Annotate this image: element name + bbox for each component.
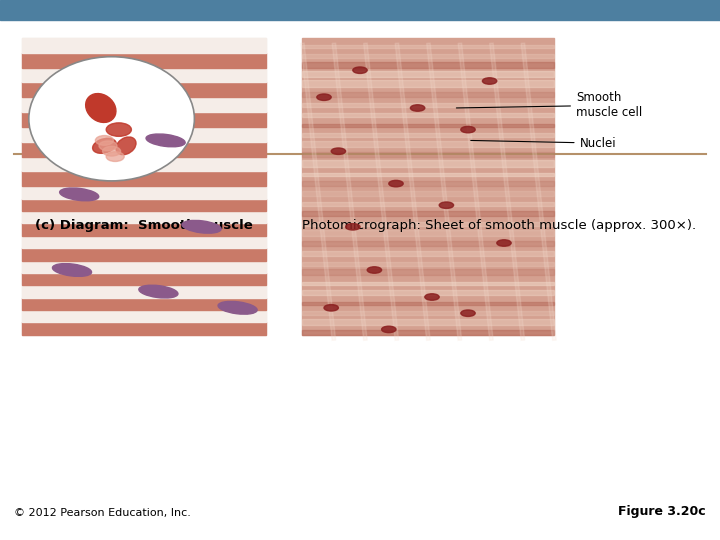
Ellipse shape <box>139 285 178 298</box>
Bar <box>22 322 266 335</box>
Ellipse shape <box>346 224 360 230</box>
Bar <box>302 160 554 166</box>
Ellipse shape <box>53 264 91 276</box>
Bar <box>22 141 266 157</box>
FancyArrow shape <box>301 43 336 340</box>
FancyArrow shape <box>427 43 462 340</box>
Ellipse shape <box>146 134 185 147</box>
FancyArrow shape <box>364 43 399 340</box>
Bar <box>302 45 554 48</box>
Ellipse shape <box>317 94 331 100</box>
Bar <box>302 312 554 315</box>
Bar <box>302 38 554 335</box>
Text: © 2012 Pearson Education, Inc.: © 2012 Pearson Education, Inc. <box>14 508 192 518</box>
Bar <box>302 92 554 97</box>
Ellipse shape <box>425 294 439 300</box>
Bar <box>302 113 554 117</box>
Bar <box>302 133 554 137</box>
Bar <box>302 71 554 77</box>
Ellipse shape <box>95 136 114 145</box>
Bar <box>302 173 554 177</box>
Ellipse shape <box>93 138 116 153</box>
Ellipse shape <box>107 123 132 137</box>
Bar <box>302 231 554 236</box>
Ellipse shape <box>461 310 475 316</box>
Bar <box>302 222 554 226</box>
Ellipse shape <box>86 93 116 123</box>
Bar <box>302 290 554 295</box>
Bar <box>302 62 554 68</box>
Bar <box>302 202 554 206</box>
Ellipse shape <box>367 267 382 273</box>
FancyArrow shape <box>332 43 367 340</box>
Bar <box>22 199 266 211</box>
Text: Nuclei: Nuclei <box>471 137 616 150</box>
Bar <box>22 236 266 248</box>
Bar <box>302 282 554 285</box>
Ellipse shape <box>439 202 454 208</box>
Ellipse shape <box>331 148 346 154</box>
Ellipse shape <box>182 220 221 233</box>
Ellipse shape <box>99 141 117 151</box>
Ellipse shape <box>482 78 497 84</box>
Ellipse shape <box>218 301 257 314</box>
Bar <box>302 319 554 325</box>
FancyArrow shape <box>521 43 556 340</box>
Bar <box>22 248 266 260</box>
Bar <box>302 241 554 246</box>
Text: (c) Diagram:  Smooth muscle: (c) Diagram: Smooth muscle <box>35 219 253 232</box>
Bar <box>302 262 554 266</box>
Bar <box>22 310 266 322</box>
Ellipse shape <box>116 137 136 154</box>
Bar <box>22 112 266 127</box>
Bar <box>22 224 266 236</box>
Bar <box>302 55 554 58</box>
Bar <box>22 157 266 172</box>
Bar <box>302 191 554 196</box>
Bar <box>22 260 266 273</box>
Ellipse shape <box>389 180 403 187</box>
Bar <box>22 172 266 186</box>
Bar <box>22 285 266 298</box>
Bar <box>22 211 266 224</box>
FancyArrow shape <box>395 43 430 340</box>
Bar <box>302 302 554 305</box>
Bar <box>22 186 266 199</box>
Ellipse shape <box>102 146 121 156</box>
Bar <box>302 152 554 157</box>
Bar <box>302 269 554 275</box>
Bar <box>22 68 266 82</box>
Ellipse shape <box>324 305 338 311</box>
Ellipse shape <box>60 188 99 201</box>
Bar <box>302 103 554 107</box>
Bar <box>22 273 266 285</box>
Bar <box>302 181 554 186</box>
Circle shape <box>29 57 194 181</box>
Bar <box>0 0 720 20</box>
Bar <box>302 80 554 87</box>
FancyArrow shape <box>490 43 525 340</box>
FancyArrow shape <box>458 43 493 340</box>
Bar <box>302 252 554 255</box>
Ellipse shape <box>461 126 475 133</box>
Text: Figure 3.20c: Figure 3.20c <box>618 505 706 518</box>
Bar <box>22 127 266 141</box>
Ellipse shape <box>497 240 511 246</box>
Ellipse shape <box>353 67 367 73</box>
Bar <box>22 298 266 310</box>
Bar <box>22 82 266 97</box>
Bar <box>302 211 554 216</box>
Text: Smooth
muscle cell: Smooth muscle cell <box>456 91 642 119</box>
Text: Photomicrograph: Sheet of smooth muscle (approx. 300×).: Photomicrograph: Sheet of smooth muscle … <box>302 219 696 232</box>
Bar <box>22 53 266 68</box>
Ellipse shape <box>107 152 124 161</box>
Bar <box>22 97 266 112</box>
Ellipse shape <box>410 105 425 111</box>
Bar <box>22 38 266 335</box>
Ellipse shape <box>382 326 396 333</box>
Bar <box>302 330 554 335</box>
Bar <box>302 124 554 127</box>
Bar <box>22 38 266 52</box>
Bar <box>302 141 554 147</box>
